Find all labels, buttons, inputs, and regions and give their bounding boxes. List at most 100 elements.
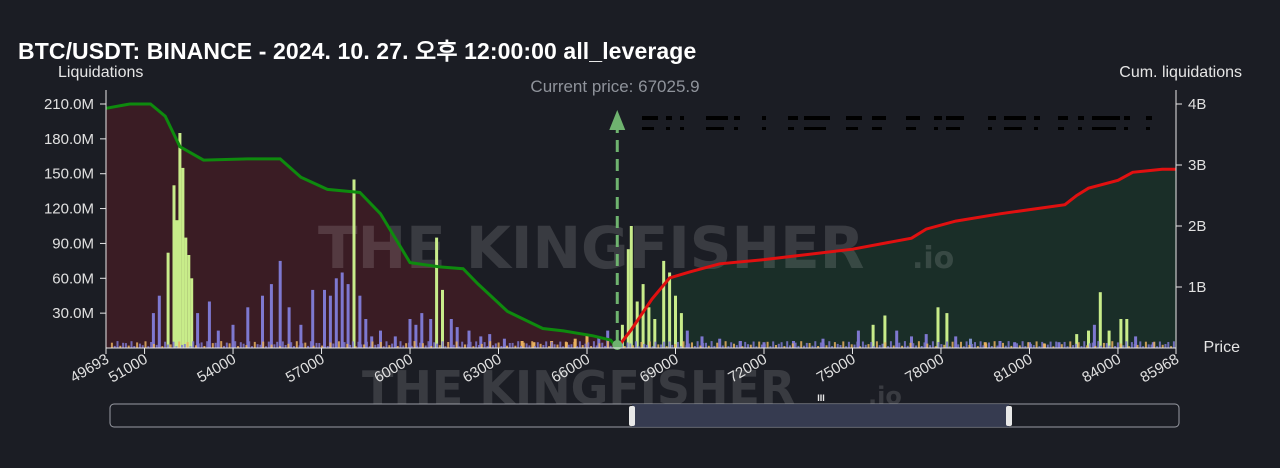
liquidation-bar-small [424, 345, 427, 348]
liquidation-bar [532, 342, 536, 348]
liquidation-bar-small [511, 342, 514, 348]
liquidation-bar-small [1046, 344, 1049, 348]
liquidation-bar-small [248, 341, 251, 348]
liquidation-bar-small [416, 345, 419, 348]
liquidation-bar-small [679, 346, 682, 348]
liquidation-bar-small [590, 346, 593, 348]
liquidation-bar-small [604, 345, 607, 348]
navigator-left-handle[interactable] [629, 406, 635, 426]
liquidation-bar-small [332, 343, 335, 348]
liquidation-bar [269, 284, 273, 348]
liquidation-bar-small [1010, 345, 1013, 348]
liquidation-bar [166, 252, 170, 348]
liquidation-bar-small [1142, 346, 1145, 348]
liquidation-bar-small [856, 341, 859, 348]
watermark-text: THE KINGFISHER [318, 214, 864, 282]
y2-axis-ticks: 1B 2B 3B 4B [1176, 96, 1206, 296]
liquidation-bar [895, 330, 899, 348]
liquidation-bar-small [228, 343, 231, 348]
liquidation-bar-small [374, 344, 377, 348]
liquidation-bar [969, 338, 972, 348]
liquidation-bar-small [929, 345, 932, 348]
liquidation-bar-small [234, 341, 237, 348]
liquidation-bar-small [982, 345, 985, 348]
liquidation-bar-small [239, 342, 242, 348]
y-tick-label: 150.0M [44, 166, 94, 183]
liquidation-bar-small [875, 341, 878, 348]
dash-marker [1124, 127, 1128, 130]
liquidation-bar-small [640, 342, 643, 348]
liquidation-bar-small [1091, 342, 1094, 348]
liquidation-bar-small [478, 345, 480, 348]
liquidation-bar-small [1172, 341, 1175, 348]
liquidation-bar-small [747, 344, 749, 348]
liquidation-bar-small [122, 342, 125, 348]
liquidation-bar-small [399, 341, 402, 348]
liquidation-bar-small [884, 342, 887, 348]
liquidation-bar-small [761, 344, 763, 348]
liquidation-bar-small [206, 341, 209, 348]
liquidation-bar-small [450, 344, 452, 348]
liquidation-bar-small [559, 341, 562, 348]
liquidation-bar-small [517, 341, 520, 348]
liquidation-bar-small [315, 342, 318, 348]
liquidation-bar-small [169, 344, 172, 348]
liquidation-bar-small [1066, 346, 1069, 348]
liquidation-bar-small [567, 344, 570, 348]
liquidation-bar [429, 319, 433, 348]
liquidation-bar-small [595, 345, 598, 348]
liquidation-bar-small [1150, 344, 1153, 348]
liquidation-bar-small [503, 341, 506, 348]
liquidation-bar-small [817, 346, 820, 348]
liquidation-bar-small [898, 342, 901, 348]
liquidation-bar-small [685, 345, 688, 348]
liquidation-bar [246, 307, 250, 348]
liquidation-bar-small [1097, 341, 1100, 348]
watermark-suffix: .io [912, 241, 954, 276]
liquidation-bar-small [1004, 345, 1007, 348]
liquidation-bar-small [730, 342, 733, 348]
liquidation-bar-small [1130, 342, 1133, 348]
liquidation-bar-small [853, 344, 856, 348]
liquidation-bar-small [805, 342, 808, 348]
liquidation-bar-small [592, 341, 595, 348]
liquidation-bar-small [110, 342, 113, 348]
liquidation-bar-small [727, 346, 730, 348]
liquidation-bar [1107, 330, 1111, 348]
liquidation-bar-small [1164, 344, 1167, 348]
liquidation-bar-small [293, 346, 295, 348]
liquidation-bar-small [1105, 343, 1108, 348]
dash-marker [872, 127, 882, 130]
liquidation-bar-small [209, 345, 211, 348]
liquidation-bar-small [836, 343, 839, 348]
liquidation-bar-small [385, 341, 388, 348]
liquidation-bar [641, 284, 645, 348]
dash-marker [988, 116, 996, 120]
range-navigator[interactable]: III [109, 393, 1180, 428]
chart-title: BTC/USDT: BINANCE - 2024. 10. 27. 오후 12:… [18, 38, 697, 64]
liquidation-bar [379, 330, 382, 348]
liquidation-bar-small [1030, 343, 1032, 348]
liquidation-bar-small [1032, 345, 1035, 348]
dash-marker [1004, 116, 1026, 120]
liquidation-bar-small [601, 342, 604, 348]
liquidation-bar-small [864, 344, 867, 348]
navigator-grip-icon[interactable]: III [817, 393, 825, 403]
dash-marker [1004, 127, 1022, 130]
liquidation-bar-small [312, 345, 315, 348]
liquidation-bar-small [130, 341, 133, 348]
liquidation-bar-small [803, 345, 805, 348]
liquidation-bar-small [867, 344, 870, 348]
liquidation-bar-small [1041, 341, 1044, 348]
liquidation-bar [488, 334, 492, 348]
y-tick-label: 120.0M [44, 201, 94, 218]
liquidation-bar-small [797, 345, 800, 348]
liquidation-bar-small [150, 342, 153, 348]
liquidation-bar-small [895, 343, 898, 348]
liquidation-bar-small [831, 346, 834, 348]
navigator-selection[interactable] [632, 404, 1009, 427]
navigator-right-handle[interactable] [1006, 406, 1012, 426]
liquidation-bar [647, 307, 651, 348]
liquidation-bar [936, 307, 940, 348]
liquidation-bar-small [850, 344, 853, 348]
